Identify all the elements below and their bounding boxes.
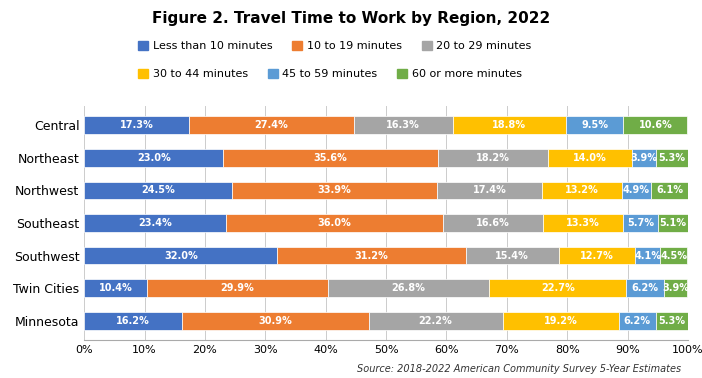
Bar [633, 149, 656, 167]
Bar [559, 246, 635, 265]
Text: 5.1%: 5.1% [660, 218, 687, 228]
Text: 9.5%: 9.5% [581, 121, 608, 130]
Text: 23.0%: 23.0% [137, 153, 171, 163]
Bar [84, 246, 277, 265]
Bar [189, 116, 354, 135]
Text: 27.4%: 27.4% [255, 121, 289, 130]
Text: 6.2%: 6.2% [624, 316, 651, 325]
Bar [656, 311, 688, 330]
Text: 13.2%: 13.2% [565, 186, 599, 195]
Bar [658, 214, 689, 232]
Bar [277, 246, 466, 265]
Text: 18.2%: 18.2% [476, 153, 510, 163]
Text: 33.9%: 33.9% [317, 186, 352, 195]
Text: 5.3%: 5.3% [658, 316, 685, 325]
Text: 6.2%: 6.2% [632, 283, 658, 293]
Text: 14.0%: 14.0% [574, 153, 607, 163]
Text: 15.4%: 15.4% [496, 251, 529, 260]
Bar [626, 279, 664, 297]
Bar [84, 214, 225, 232]
Bar [621, 181, 651, 200]
Bar [223, 149, 438, 167]
Text: 26.8%: 26.8% [392, 283, 425, 293]
Text: 10.6%: 10.6% [639, 121, 673, 130]
Bar [466, 246, 559, 265]
Text: 17.4%: 17.4% [472, 186, 506, 195]
Bar [84, 279, 147, 297]
Bar [453, 116, 566, 135]
Bar [443, 214, 543, 232]
Bar [623, 214, 658, 232]
Text: 17.3%: 17.3% [119, 121, 153, 130]
Text: 30.9%: 30.9% [258, 316, 292, 325]
Bar [437, 181, 542, 200]
Text: 6.1%: 6.1% [656, 186, 683, 195]
Bar [503, 311, 618, 330]
Text: 3.9%: 3.9% [662, 283, 689, 293]
Bar [489, 279, 626, 297]
Bar [182, 311, 369, 330]
Text: 24.5%: 24.5% [141, 186, 175, 195]
Text: 5.7%: 5.7% [627, 218, 654, 228]
Bar [651, 181, 688, 200]
Text: 4.5%: 4.5% [661, 251, 687, 260]
Bar [548, 149, 633, 167]
Legend: 30 to 44 minutes, 45 to 59 minutes, 60 or more minutes: 30 to 44 minutes, 45 to 59 minutes, 60 o… [138, 69, 522, 79]
Bar [328, 279, 489, 297]
Text: Figure 2. Travel Time to Work by Region, 2022: Figure 2. Travel Time to Work by Region,… [152, 11, 550, 26]
Bar [664, 279, 687, 297]
Bar [656, 149, 688, 167]
Bar [354, 116, 453, 135]
Text: 18.8%: 18.8% [492, 121, 526, 130]
Text: 31.2%: 31.2% [355, 251, 388, 260]
Bar [84, 116, 189, 135]
Text: 5.3%: 5.3% [658, 153, 685, 163]
Text: 16.6%: 16.6% [476, 218, 510, 228]
Bar [84, 311, 182, 330]
Text: 32.0%: 32.0% [164, 251, 198, 260]
Bar [566, 116, 623, 135]
Bar [147, 279, 328, 297]
Bar [84, 149, 223, 167]
Text: 16.2%: 16.2% [117, 316, 150, 325]
Text: 4.1%: 4.1% [635, 251, 661, 260]
Text: 36.0%: 36.0% [317, 218, 351, 228]
Bar [225, 214, 443, 232]
Text: 22.2%: 22.2% [418, 316, 453, 325]
Text: 13.3%: 13.3% [567, 218, 600, 228]
Text: 3.9%: 3.9% [630, 153, 658, 163]
Bar [232, 181, 437, 200]
Text: 4.9%: 4.9% [623, 186, 650, 195]
Bar [369, 311, 503, 330]
Bar [635, 246, 660, 265]
Text: Source: 2018-2022 American Community Survey 5-Year Estimates: Source: 2018-2022 American Community Sur… [357, 364, 681, 374]
Text: 29.9%: 29.9% [220, 283, 254, 293]
Text: 16.3%: 16.3% [386, 121, 420, 130]
Text: 10.4%: 10.4% [99, 283, 133, 293]
Text: 12.7%: 12.7% [581, 251, 614, 260]
Bar [543, 214, 623, 232]
Text: 19.2%: 19.2% [544, 316, 578, 325]
Bar [623, 116, 687, 135]
Text: 22.7%: 22.7% [541, 283, 575, 293]
Bar [660, 246, 687, 265]
Text: 35.6%: 35.6% [314, 153, 347, 163]
Bar [542, 181, 621, 200]
Bar [84, 181, 232, 200]
Bar [618, 311, 656, 330]
Bar [438, 149, 548, 167]
Text: 23.4%: 23.4% [138, 218, 172, 228]
